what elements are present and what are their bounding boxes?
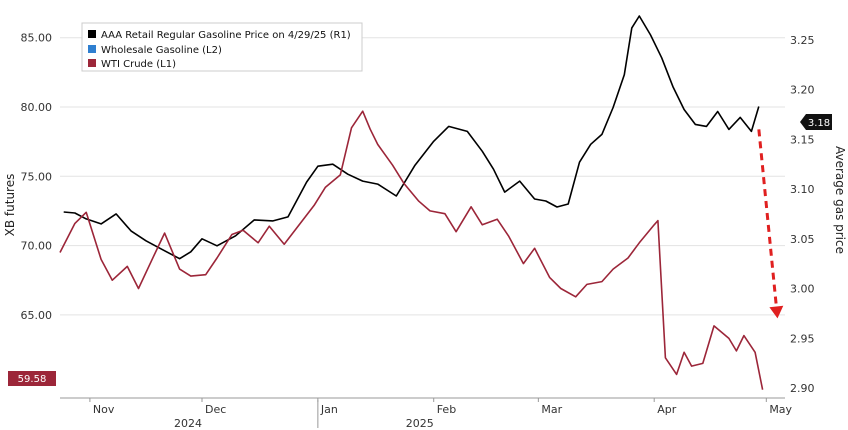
x-tick-label: Nov bbox=[93, 403, 115, 416]
legend-label-aaa: AAA Retail Regular Gasoline Price on 4/2… bbox=[101, 30, 351, 41]
legend: AAA Retail Regular Gasoline Price on 4/2… bbox=[81, 22, 363, 72]
y-left-tick-label: 75.00 bbox=[21, 170, 53, 183]
legend-box bbox=[81, 22, 363, 72]
series-line-aaa bbox=[63, 15, 760, 260]
x-tick-label: Apr bbox=[657, 403, 677, 416]
series-line-wti bbox=[59, 110, 764, 390]
legend-swatch-wti bbox=[88, 59, 96, 67]
y-right-tick-label: 3.10 bbox=[790, 183, 815, 196]
last-value-badge-aaa-bg bbox=[800, 114, 832, 130]
last-value-badge-aaa: 3.18 bbox=[800, 114, 832, 130]
last-value-badge-aaa-label: 3.18 bbox=[808, 118, 830, 129]
y-left-tick-label: 65.00 bbox=[21, 309, 53, 322]
y-right-tick-label: 2.95 bbox=[790, 332, 815, 345]
x-tick-label: Jan bbox=[320, 403, 338, 416]
y-right-tick-label: 3.20 bbox=[790, 84, 815, 97]
x-tick-label: Dec bbox=[205, 403, 226, 416]
legend-label-wholesale: Wholesale Gasoline (L2) bbox=[101, 45, 222, 56]
gridlines bbox=[60, 37, 785, 316]
x-tick-label: Mar bbox=[541, 403, 562, 416]
legend-swatch-aaa bbox=[88, 30, 96, 38]
y-right-tick-label: 2.90 bbox=[790, 382, 815, 395]
legend-label-wti: WTI Crude (L1) bbox=[101, 59, 176, 70]
last-value-badge-wti-label: 59.58 bbox=[18, 374, 47, 385]
legend-swatch-wholesale bbox=[88, 45, 96, 53]
series-layer bbox=[59, 15, 764, 390]
last-value-badge-wti-bg bbox=[8, 371, 56, 386]
x-axis: Nov Dec Jan Feb Mar Apr May 2024 2025 bbox=[60, 397, 793, 430]
y-left-tick-label: 85.00 bbox=[21, 32, 53, 45]
annotation-arrow-shaft bbox=[757, 129, 778, 307]
y-right-tick-label: 3.25 bbox=[790, 34, 815, 47]
x-tick-label: Feb bbox=[437, 403, 456, 416]
x-year-label: 2025 bbox=[406, 417, 434, 430]
y-left-tick-label: 70.00 bbox=[21, 240, 53, 253]
y-right-tick-label: 3.15 bbox=[790, 133, 815, 146]
x-tick-label: May bbox=[769, 403, 792, 416]
last-value-badge-wti: 59.58 bbox=[8, 371, 56, 386]
y-right-tick-label: 3.05 bbox=[790, 233, 815, 246]
y-right-tick-label: 3.00 bbox=[790, 283, 815, 296]
y-left-tick-label: 80.00 bbox=[21, 101, 53, 114]
y-right-axis-title: Average gas price bbox=[833, 146, 847, 254]
y-left-axis-title: XB futures bbox=[3, 174, 17, 237]
left-axis: 85.00 80.00 75.00 70.00 65.00 bbox=[21, 32, 53, 322]
annotation-layer bbox=[757, 129, 784, 319]
x-year-label: 2024 bbox=[174, 417, 202, 430]
annotation-arrow-head bbox=[769, 305, 784, 319]
right-axis: 3.25 3.20 3.15 3.10 3.05 3.00 2.95 2.90 bbox=[790, 34, 815, 395]
